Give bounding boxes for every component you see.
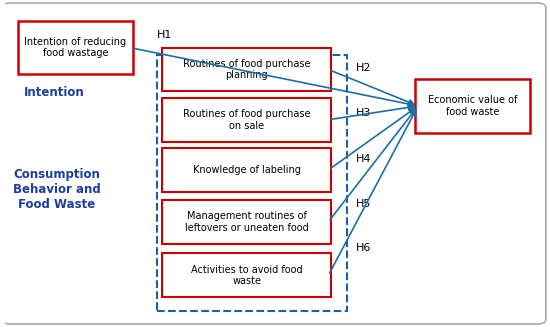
FancyBboxPatch shape: [415, 79, 530, 133]
Text: Knowledge of labeling: Knowledge of labeling: [193, 165, 301, 175]
Text: H6: H6: [355, 243, 371, 253]
FancyBboxPatch shape: [162, 200, 331, 244]
Text: H4: H4: [355, 154, 371, 164]
FancyBboxPatch shape: [18, 21, 133, 74]
Text: H3: H3: [355, 108, 371, 118]
FancyBboxPatch shape: [2, 3, 546, 324]
FancyBboxPatch shape: [162, 148, 331, 192]
Text: Management routines of
leftovers or uneaten food: Management routines of leftovers or unea…: [185, 211, 309, 232]
Text: Intention of reducing
food wastage: Intention of reducing food wastage: [24, 37, 126, 59]
FancyBboxPatch shape: [162, 48, 331, 91]
FancyBboxPatch shape: [162, 98, 331, 142]
Text: Intention: Intention: [24, 86, 85, 99]
Text: Routines of food purchase
on sale: Routines of food purchase on sale: [183, 109, 311, 130]
Text: Economic value of
food waste: Economic value of food waste: [428, 95, 517, 117]
Text: H5: H5: [355, 199, 371, 209]
FancyBboxPatch shape: [162, 253, 331, 297]
Text: H1: H1: [157, 30, 172, 41]
Text: Consumption
Behavior and
Food Waste: Consumption Behavior and Food Waste: [13, 168, 100, 211]
Text: Activities to avoid food
waste: Activities to avoid food waste: [191, 265, 302, 286]
Text: H2: H2: [355, 63, 371, 73]
Text: Routines of food purchase
planning: Routines of food purchase planning: [183, 59, 311, 80]
